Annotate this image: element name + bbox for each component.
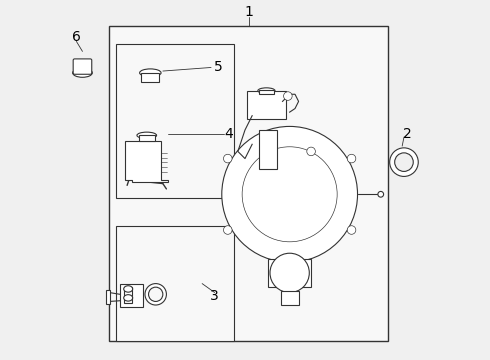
Ellipse shape [140,69,161,77]
Text: 1: 1 [244,5,253,19]
Text: 2: 2 [403,127,412,140]
Text: 3: 3 [210,289,219,303]
Bar [268,258,311,287]
Bar [259,130,277,169]
Bar [259,90,273,94]
Text: 5: 5 [214,60,222,75]
Bar [142,73,159,82]
Ellipse shape [73,68,92,77]
Bar [117,226,234,341]
Polygon shape [125,141,168,182]
Ellipse shape [137,132,157,139]
Bar [120,284,143,307]
Circle shape [222,126,358,262]
Bar [281,291,298,305]
Circle shape [307,147,316,156]
Bar [123,287,132,303]
Circle shape [347,226,356,234]
Circle shape [242,147,337,242]
Ellipse shape [258,88,275,94]
FancyBboxPatch shape [247,91,286,119]
Bar [139,135,155,141]
Ellipse shape [123,286,133,292]
Text: 6: 6 [72,30,81,44]
FancyBboxPatch shape [73,59,92,74]
Circle shape [148,287,163,301]
Circle shape [394,153,413,171]
Bar [106,290,110,304]
Ellipse shape [123,295,133,301]
Bar [117,44,234,198]
Circle shape [145,284,167,305]
Bar [109,26,388,341]
Circle shape [270,253,309,293]
Circle shape [223,226,232,234]
Circle shape [223,154,232,163]
Circle shape [378,192,384,197]
Circle shape [284,92,292,100]
Text: 4: 4 [224,127,233,140]
Circle shape [347,154,356,163]
Circle shape [390,148,418,176]
